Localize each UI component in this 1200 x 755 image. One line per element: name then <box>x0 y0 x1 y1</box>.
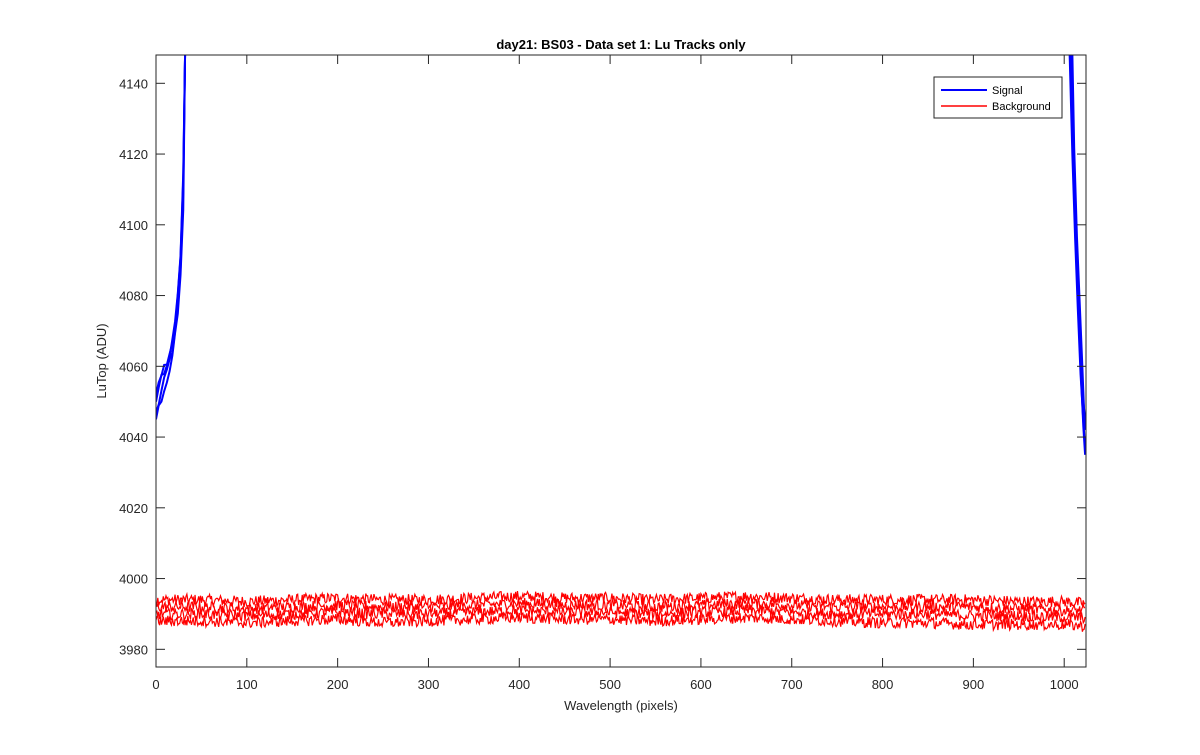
y-tick-label: 4140 <box>119 76 148 91</box>
background-series-line-8 <box>156 611 1086 633</box>
y-tick-label: 4080 <box>119 289 148 304</box>
series-layer <box>156 55 1086 633</box>
x-axis: 0 100 200 300 400 500 600 700 800 900 1000 <box>152 55 1079 692</box>
y-tick-label: 4020 <box>119 501 148 516</box>
chart-title: day21: BS03 - Data set 1: Lu Tracks only <box>496 37 746 52</box>
y-tick-label: 4000 <box>119 572 148 587</box>
signal-series-line-4-right <box>1071 55 1086 431</box>
y-axis: 3980 4000 4020 4040 4060 4080 4100 4120 4140 <box>119 76 1086 657</box>
y-axis-label: LuTop (ADU) <box>94 323 109 398</box>
y-tick-label: 4040 <box>119 430 148 445</box>
x-axis-label: Wavelength (pixels) <box>564 698 678 713</box>
x-tick-label: 700 <box>781 677 803 692</box>
y-tick-label: 4120 <box>119 147 148 162</box>
background-series-line-6 <box>156 596 1086 617</box>
legend-label-background: Background <box>992 101 1051 113</box>
x-tick-label: 600 <box>690 677 712 692</box>
signal-series-line-3-right <box>1069 55 1086 455</box>
y-tick-label: 4100 <box>119 218 148 233</box>
x-tick-label: 800 <box>872 677 894 692</box>
legend: Signal Background <box>933 76 1063 119</box>
signal-series-line-4-left <box>156 55 187 402</box>
x-tick-label: 0 <box>152 677 159 692</box>
x-tick-label: 300 <box>418 677 440 692</box>
legend-box <box>933 76 1063 119</box>
legend-label-signal: Signal <box>992 85 1023 97</box>
signal-series-line-3-left <box>156 55 187 420</box>
x-tick-label: 900 <box>963 677 985 692</box>
x-tick-label: 500 <box>599 677 621 692</box>
background-series-line-7 <box>156 603 1086 625</box>
axes-box <box>155 54 1087 668</box>
x-tick-label: 200 <box>327 677 349 692</box>
background-series-line-5 <box>156 590 1086 608</box>
x-tick-label: 100 <box>236 677 258 692</box>
x-tick-label: 1000 <box>1050 677 1079 692</box>
y-tick-label: 3980 <box>119 642 148 657</box>
y-tick-label: 4060 <box>119 359 148 374</box>
plot-area <box>156 55 1086 667</box>
x-tick-label: 400 <box>508 677 530 692</box>
